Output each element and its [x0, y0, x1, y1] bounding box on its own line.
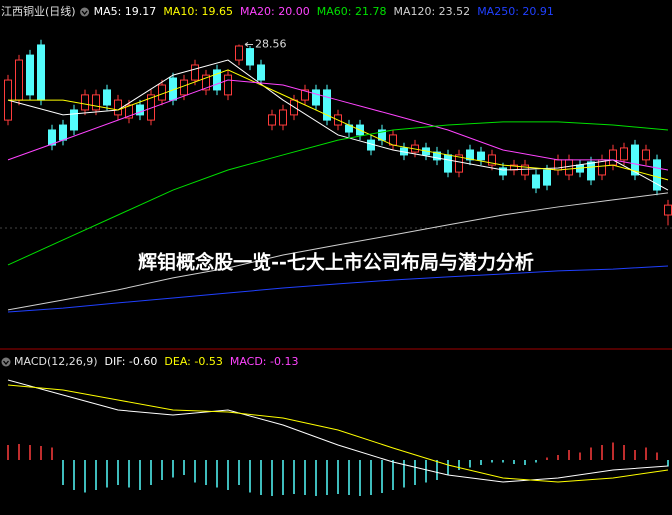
candle-body: [664, 204, 672, 216]
candle-body: [59, 124, 67, 141]
candle-body: [323, 89, 331, 121]
candle-body: [312, 89, 320, 106]
legend-entry: DIF: -0.60: [105, 355, 158, 368]
candle-body: [301, 89, 309, 101]
candle-body: [224, 74, 232, 96]
chart-title: 江西铜业(日线): [1, 4, 76, 18]
candle-body: [620, 147, 628, 161]
candle-body: [488, 154, 496, 166]
candle-body: [477, 151, 485, 161]
candle-body: [521, 164, 529, 176]
candle-body: [92, 94, 100, 111]
indicator-line: [7, 265, 669, 313]
candle-body: [499, 167, 507, 176]
legend-entry: MA250: 20.91: [477, 5, 554, 18]
header-bg: [0, 4, 672, 20]
indicator-line: [7, 121, 669, 266]
candle-body: [15, 59, 23, 101]
candle-body: [268, 114, 276, 126]
candle-body: [543, 169, 551, 186]
legend-entry: MACD(12,26,9): [14, 355, 98, 368]
candle-body: [257, 64, 265, 81]
annotation: 28.56: [255, 37, 287, 50]
indicator-line: [8, 69, 669, 181]
legend-entry: MA60: 21.78: [317, 5, 387, 18]
candle-body: [114, 99, 122, 116]
candle-body: [609, 149, 617, 166]
candle-body: [587, 161, 595, 181]
legend-entry: MACD: -0.13: [230, 355, 299, 368]
candle-body: [26, 54, 34, 96]
legend-entry: MA120: 23.52: [393, 5, 470, 18]
candle-body: [202, 74, 210, 91]
menu-icon: [80, 7, 90, 17]
candle-body: [444, 154, 452, 173]
candle-body: [631, 144, 639, 176]
candle-body: [565, 159, 573, 176]
candle-body: [642, 149, 650, 161]
candle-body: [213, 69, 221, 91]
candle-body: [653, 159, 661, 191]
candle-body: [235, 45, 243, 61]
menu-icon-arrow: [3, 360, 9, 366]
legend-entry: DEA: -0.53: [164, 355, 222, 368]
legend-entry: MA5: 19.17: [94, 5, 157, 18]
candle-body: [125, 104, 133, 119]
candle-body: [532, 174, 540, 189]
candle-body: [455, 154, 463, 173]
candle-body: [37, 44, 45, 101]
candle-body: [246, 48, 254, 66]
candle-body: [136, 104, 144, 116]
legend-entry: MA20: 20.00: [240, 5, 310, 18]
candle-body: [81, 94, 89, 111]
menu-icon-arrow: [81, 10, 88, 16]
menu-icon: [1, 357, 11, 367]
candle-body: [180, 79, 188, 96]
candle-body: [147, 94, 155, 121]
candle-body: [466, 149, 474, 161]
candle-body: [70, 109, 78, 131]
candle-body: [48, 129, 56, 146]
candle-body: [103, 89, 111, 106]
indicator-line: [7, 192, 669, 311]
indicator-line: [7, 379, 669, 483]
indicator-line: [7, 384, 669, 483]
candle-body: [191, 64, 199, 81]
overlay-title: 辉钼概念股一览--七大上市公司布局与潜力分析: [138, 251, 534, 274]
legend-entry: MA10: 19.65: [163, 5, 233, 18]
plot: 28.56 江西铜业(日线) MA5: 19.17 MA10: 19.65 MA20: …: [0, 4, 672, 496]
candle-body: [433, 151, 441, 161]
annotation-arrow: [244, 42, 253, 47]
indicator-line: [7, 79, 669, 171]
candle-body: [279, 109, 287, 126]
